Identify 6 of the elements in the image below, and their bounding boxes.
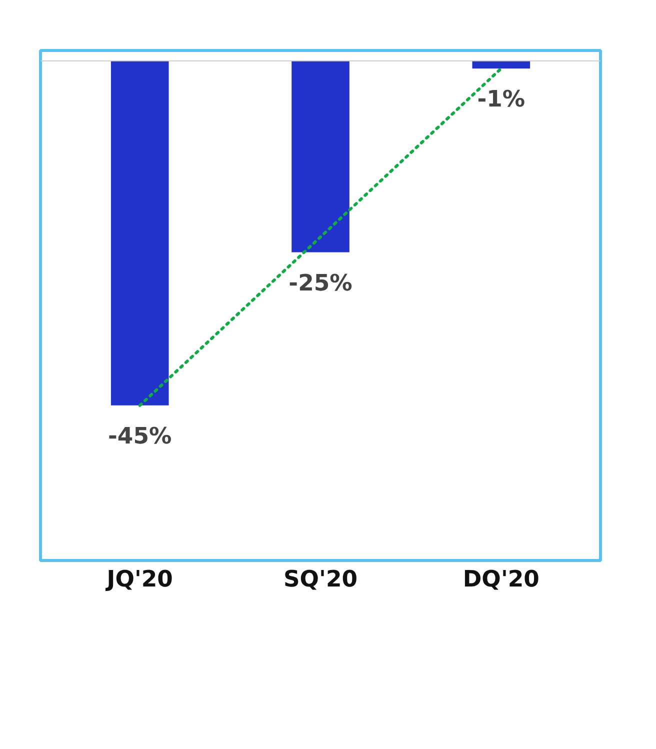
- data-label: -45%: [108, 423, 172, 450]
- x-tick-label: SQ'20: [283, 566, 358, 592]
- x-tick-label: DQ'20: [462, 566, 540, 592]
- x-tick-label: JQ'20: [104, 566, 173, 592]
- data-label: -1%: [477, 86, 526, 112]
- data-label: -25%: [288, 270, 352, 296]
